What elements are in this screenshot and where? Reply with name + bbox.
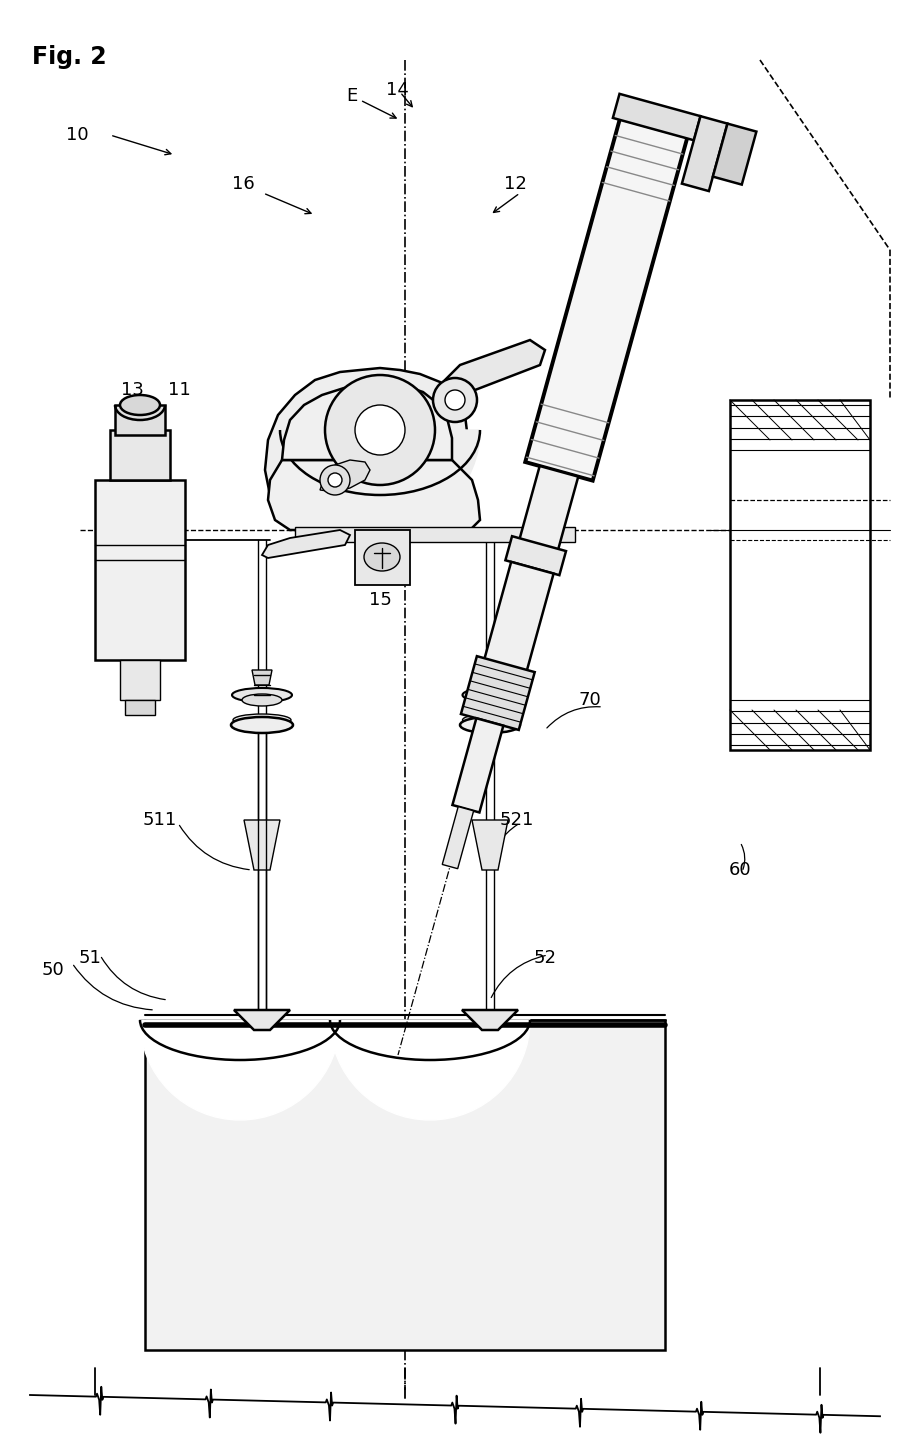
Bar bbox=[730, 400, 870, 750]
Text: 16: 16 bbox=[232, 176, 255, 193]
Circle shape bbox=[320, 465, 350, 495]
Ellipse shape bbox=[120, 395, 160, 415]
Text: 15: 15 bbox=[368, 590, 392, 609]
Polygon shape bbox=[613, 94, 701, 140]
Text: 10: 10 bbox=[65, 127, 88, 144]
Polygon shape bbox=[518, 467, 578, 554]
Text: 14: 14 bbox=[385, 81, 408, 99]
Text: 50: 50 bbox=[42, 960, 65, 979]
Bar bbox=[125, 700, 155, 716]
Bar bbox=[295, 527, 575, 541]
Bar bbox=[355, 530, 410, 585]
Bar bbox=[145, 1020, 665, 1351]
Polygon shape bbox=[234, 1009, 290, 1030]
Circle shape bbox=[433, 379, 477, 422]
Circle shape bbox=[325, 374, 435, 485]
Ellipse shape bbox=[463, 714, 517, 726]
Ellipse shape bbox=[232, 688, 292, 703]
Text: 13: 13 bbox=[121, 382, 144, 399]
Wedge shape bbox=[280, 431, 480, 530]
Polygon shape bbox=[461, 657, 534, 730]
Ellipse shape bbox=[463, 688, 517, 703]
Polygon shape bbox=[682, 117, 727, 192]
Bar bbox=[120, 660, 160, 700]
Text: Fig. 2: Fig. 2 bbox=[32, 45, 106, 69]
Polygon shape bbox=[472, 819, 508, 870]
Text: 12: 12 bbox=[504, 176, 526, 193]
Wedge shape bbox=[330, 1020, 530, 1120]
Ellipse shape bbox=[233, 714, 291, 726]
Text: 511: 511 bbox=[143, 811, 177, 829]
Polygon shape bbox=[244, 819, 280, 870]
Wedge shape bbox=[140, 1020, 340, 1120]
Text: 70: 70 bbox=[579, 691, 602, 708]
Text: 11: 11 bbox=[167, 382, 190, 399]
Ellipse shape bbox=[460, 717, 520, 733]
Circle shape bbox=[355, 405, 405, 455]
Text: 521: 521 bbox=[500, 811, 534, 829]
Polygon shape bbox=[282, 384, 452, 459]
Text: 60: 60 bbox=[729, 861, 752, 878]
Text: 51: 51 bbox=[78, 949, 102, 968]
Polygon shape bbox=[525, 115, 688, 481]
Ellipse shape bbox=[364, 543, 400, 572]
Polygon shape bbox=[268, 459, 480, 530]
Circle shape bbox=[328, 472, 342, 487]
Polygon shape bbox=[462, 1009, 518, 1030]
Polygon shape bbox=[453, 719, 504, 812]
Polygon shape bbox=[252, 670, 272, 685]
Polygon shape bbox=[320, 459, 370, 492]
Polygon shape bbox=[445, 340, 545, 410]
Text: 52: 52 bbox=[534, 949, 556, 968]
Ellipse shape bbox=[231, 717, 293, 733]
Polygon shape bbox=[505, 536, 566, 575]
Text: E: E bbox=[346, 86, 357, 105]
Polygon shape bbox=[443, 806, 474, 868]
Ellipse shape bbox=[242, 694, 282, 706]
Bar bbox=[110, 431, 170, 480]
Polygon shape bbox=[262, 530, 350, 559]
Circle shape bbox=[445, 390, 465, 410]
Polygon shape bbox=[713, 124, 756, 184]
Bar bbox=[95, 480, 185, 660]
Bar bbox=[115, 405, 165, 435]
Polygon shape bbox=[265, 369, 468, 505]
Polygon shape bbox=[479, 562, 554, 690]
